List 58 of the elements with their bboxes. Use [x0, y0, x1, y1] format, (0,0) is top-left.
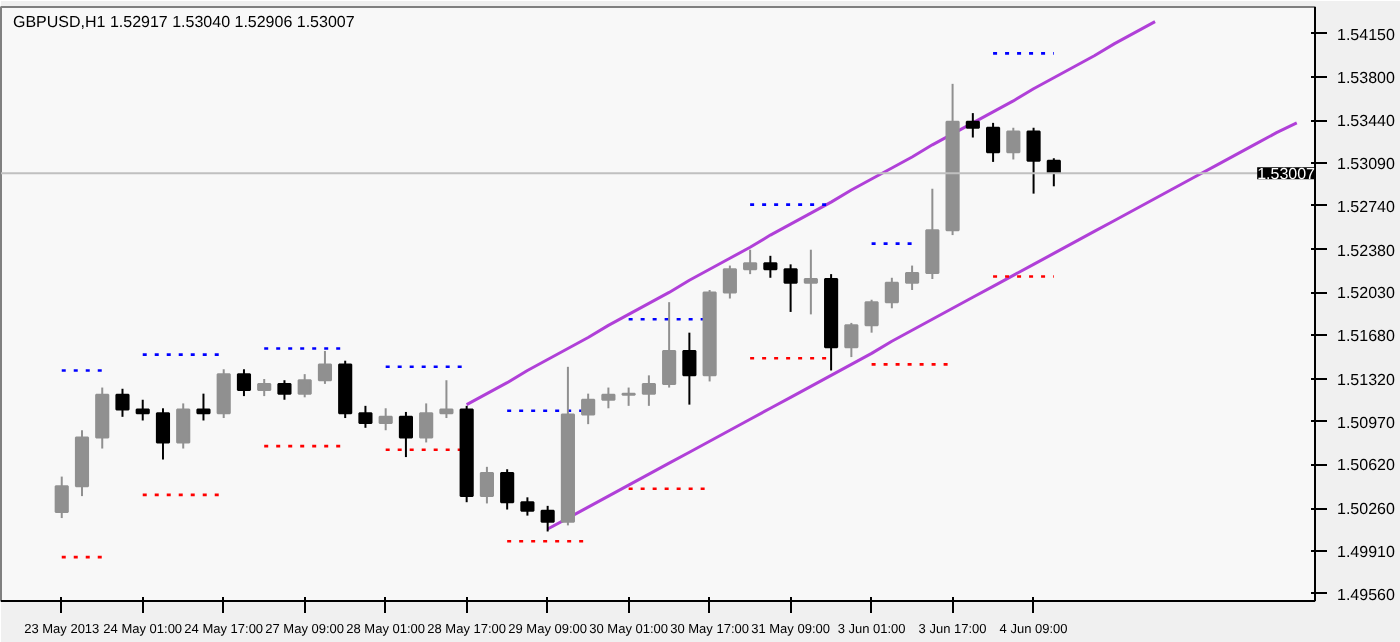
- y-tick-label: 1.49910: [1337, 542, 1396, 561]
- candlestick: [115, 387, 130, 418]
- ref-line-label: 1.53007: [1257, 165, 1317, 184]
- candlestick: [520, 496, 535, 517]
- y-tick-label: 1.50260: [1337, 500, 1396, 519]
- candlestick: [196, 392, 211, 422]
- y-tick-label: 1.49560: [1337, 585, 1396, 604]
- candlestick: [135, 398, 150, 422]
- candlestick: [155, 407, 171, 461]
- candlestick: [743, 248, 758, 276]
- y-tick-label: 1.53800: [1337, 68, 1396, 87]
- candlestick: [763, 254, 778, 279]
- candlestick: [864, 298, 879, 334]
- y-tick-label: 1.53440: [1337, 112, 1396, 131]
- candlestick: [986, 121, 1001, 163]
- y-tick-label: 1.50620: [1337, 456, 1396, 475]
- candlestick: [317, 349, 333, 385]
- candlestick: [54, 475, 69, 520]
- candlestick: [722, 264, 737, 300]
- candlestick: [95, 386, 110, 450]
- candlestick: [378, 407, 393, 432]
- candlestick: [641, 374, 656, 407]
- candlestick: [601, 386, 616, 410]
- line-series: [465, 20, 1157, 407]
- candlestick: [358, 404, 373, 429]
- candlestick: [297, 373, 312, 399]
- candlestick: [176, 402, 191, 450]
- candlestick: [500, 468, 515, 511]
- candlestick: [1026, 126, 1041, 195]
- candlestick: [419, 402, 434, 444]
- candlestick: [783, 263, 798, 313]
- candlestick: [621, 386, 636, 407]
- candlestick: [682, 331, 697, 406]
- y-tick-label: 1.51680: [1337, 327, 1396, 346]
- candlestick: [479, 465, 494, 505]
- candlestick: [662, 301, 677, 389]
- y-tick-label: 1.51320: [1337, 371, 1396, 390]
- candlestick: [540, 504, 555, 533]
- candlestick: [216, 368, 231, 420]
- candlestick: [439, 379, 454, 420]
- candlestick: [236, 368, 252, 398]
- y-tick-label: 1.53090: [1337, 155, 1396, 174]
- y-tick-label: 1.50970: [1337, 413, 1396, 432]
- candlestick: [1006, 126, 1021, 161]
- candlestick: [581, 392, 596, 426]
- chart-title: GBPUSD,H1 1.52917 1.53040 1.52906 1.53007: [13, 13, 356, 31]
- candlestick: [844, 321, 859, 359]
- candlestick: [925, 187, 940, 280]
- candlestick: [277, 379, 292, 401]
- candlestick: [398, 410, 413, 459]
- candlestick: [803, 248, 818, 316]
- candlestick: [965, 112, 980, 139]
- y-tick-label: 1.52740: [1337, 197, 1396, 216]
- y-tick-label: 1.54150: [1337, 25, 1396, 44]
- y-tick-label: 1.52380: [1337, 241, 1396, 260]
- candlestick: [905, 264, 920, 291]
- candlestick: [884, 276, 899, 310]
- y-tick-label: 1.52030: [1337, 284, 1396, 303]
